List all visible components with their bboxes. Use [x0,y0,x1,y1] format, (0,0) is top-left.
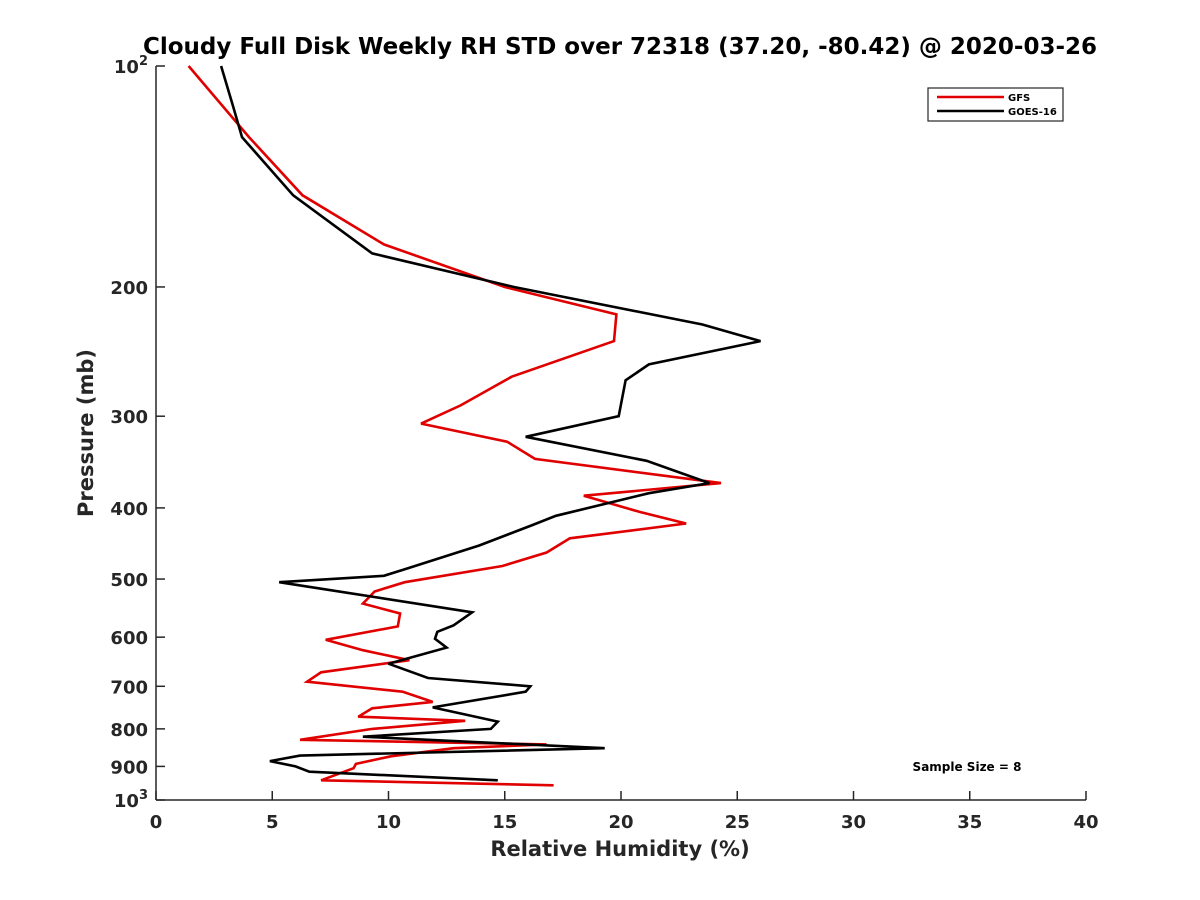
y-axis-label: Pressure (mb) [74,349,98,517]
y-tick-label-9: 103 [114,788,148,812]
y-tick-label-7: 800 [110,720,148,741]
x-tick-label-6: 30 [841,812,866,833]
y-axis-ticks: 102 200 300 400 500 600 700 800 900 103 [110,54,165,812]
x-axis-label: Relative Humidity (%) [490,837,749,861]
x-tick-label-2: 10 [376,812,401,833]
y-tick-label-5: 600 [110,628,148,649]
sample-size-annotation: Sample Size = 8 [913,760,1022,774]
series-line-gfs [187,65,722,787]
y-tick-label-3: 400 [110,499,148,520]
y-tick-label-1: 200 [110,278,148,299]
x-tick-label-0: 0 [150,812,163,833]
x-tick-label-3: 15 [492,812,517,833]
series-group [187,65,761,787]
x-tick-label-8: 40 [1073,812,1098,833]
x-tick-label-5: 25 [725,812,750,833]
legend-box [927,87,1064,122]
y-tick-label-0: 102 [114,54,148,78]
x-axis-ticks: 0 5 10 15 20 25 30 35 40 [150,791,1099,833]
x-tick-label-1: 5 [266,812,279,833]
legend: GFS GOES-16 [927,87,1064,122]
y-tick-label-4: 500 [110,570,148,591]
x-tick-label-4: 20 [608,812,633,833]
series-line-goes16 [219,65,761,782]
legend-label-gfs: GFS [1008,93,1030,104]
chart-title: Cloudy Full Disk Weekly RH STD over 7231… [143,34,1097,60]
y-tick-label-8: 900 [110,757,148,778]
legend-label-goes16: GOES-16 [1008,107,1057,118]
x-tick-label-7: 35 [957,812,982,833]
y-tick-label-6: 700 [110,677,148,698]
y-tick-label-2: 300 [110,407,148,428]
